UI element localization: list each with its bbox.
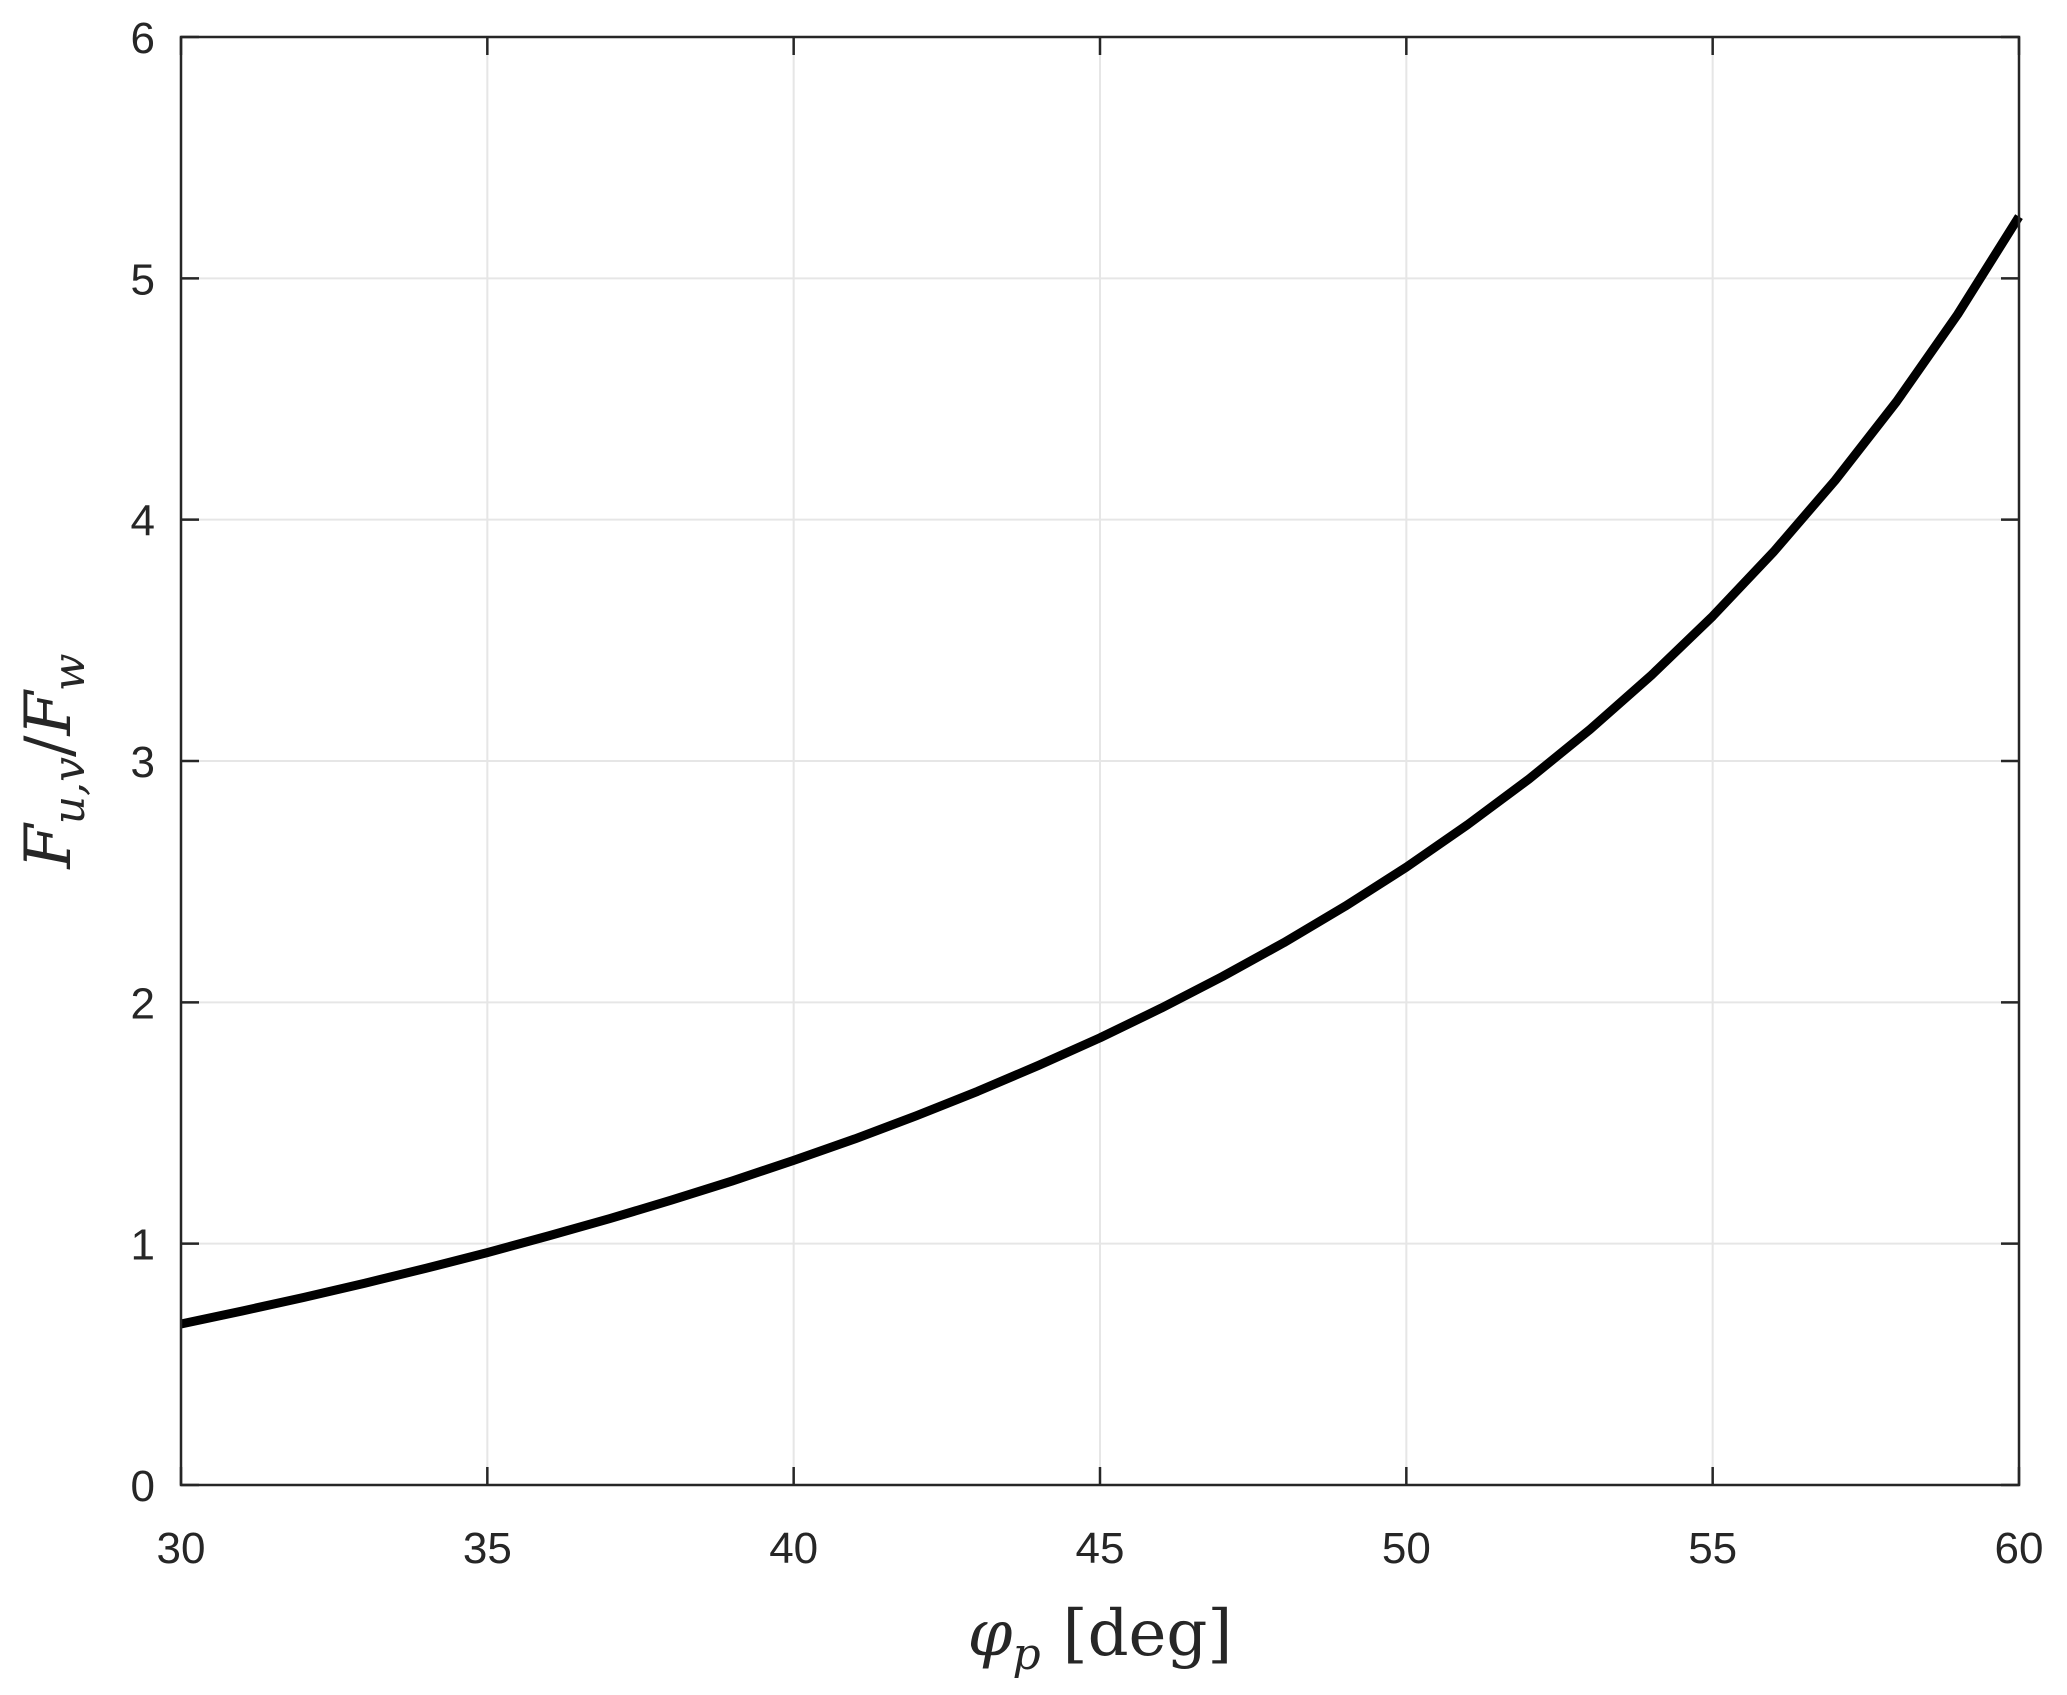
- y-axis-numerator: F: [12, 822, 86, 870]
- y-axis-denominator-subscript: w: [44, 653, 95, 691]
- x-tick-label: 50: [1382, 1524, 1431, 1573]
- x-tick-label: 30: [157, 1524, 206, 1573]
- y-tick-label: 3: [131, 738, 155, 787]
- y-axis-separator: /: [12, 735, 86, 757]
- y-axis-label: Fu,v/Fw: [12, 653, 95, 869]
- y-tick-label: 0: [131, 1462, 155, 1511]
- y-tick-label: 5: [131, 255, 155, 304]
- y-tick-label: 1: [131, 1221, 155, 1270]
- grid: [181, 37, 2019, 1485]
- ticks: [179, 35, 2021, 1487]
- x-tick-label: 60: [1995, 1524, 2044, 1573]
- x-tick-label: 55: [1688, 1524, 1737, 1573]
- y-tick-label: 6: [131, 14, 155, 63]
- y-tick-label: 2: [131, 979, 155, 1028]
- x-axis-symbol: φ: [968, 1597, 1013, 1671]
- x-axis-unit: [deg]: [1063, 1597, 1233, 1671]
- x-axis-subscript: p: [1012, 1629, 1040, 1680]
- y-axis-numerator-subscript: u,v: [44, 757, 95, 824]
- y-axis-denominator: F: [12, 688, 86, 736]
- series-line: [180, 214, 2023, 1329]
- x-tick-label: 45: [1076, 1524, 1125, 1573]
- x-axis-label: φp [deg]: [968, 1597, 1233, 1680]
- x-tick-label: 40: [769, 1524, 818, 1573]
- series-layer: [180, 214, 2023, 1329]
- y-tick-label: 4: [131, 497, 155, 546]
- x-tick-label: 35: [463, 1524, 512, 1573]
